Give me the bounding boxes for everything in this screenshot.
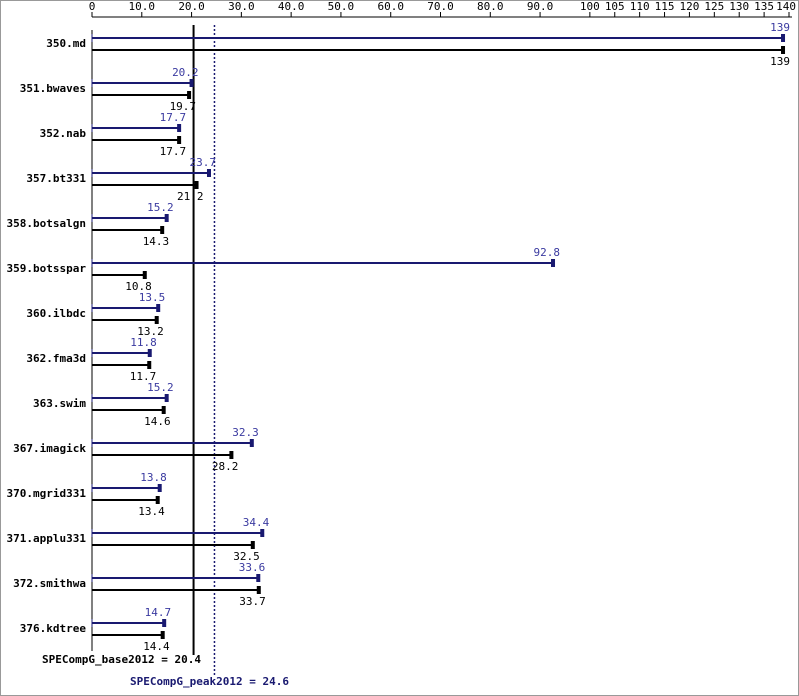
value-label: 17.7 xyxy=(160,111,187,124)
value-label: 34.4 xyxy=(243,516,270,529)
x-tick-label: 40.0 xyxy=(278,0,305,13)
value-label: 11.8 xyxy=(130,336,157,349)
x-tick-label: 130 xyxy=(729,0,749,13)
y-tick-label: 350.md xyxy=(46,37,86,50)
y-tick-label: 371.applu331 xyxy=(7,532,87,545)
x-tick-label: 60.0 xyxy=(377,0,404,13)
x-tick-label: 100 xyxy=(580,0,600,13)
value-label: 17.7 xyxy=(160,145,187,158)
x-tick-label: 20.0 xyxy=(178,0,205,13)
bar xyxy=(92,496,160,504)
value-label: 11.7 xyxy=(130,370,157,383)
bar xyxy=(92,349,152,357)
value-label: 33.7 xyxy=(239,595,266,608)
value-label: 28.2 xyxy=(212,460,239,473)
bar xyxy=(92,574,261,582)
value-label: 13.2 xyxy=(137,325,164,338)
y-tick-label: 357.bt331 xyxy=(26,172,86,185)
value-label: 14.3 xyxy=(143,235,170,248)
value-label: 92.8 xyxy=(534,246,561,259)
bar xyxy=(92,169,211,177)
y-tick-label: 367.imagick xyxy=(13,442,86,455)
bar xyxy=(92,91,192,99)
reference-label: SPECompG_peak2012 = 24.6 xyxy=(130,675,289,688)
bar xyxy=(92,181,199,189)
x-tick-label: 90.0 xyxy=(527,0,554,13)
x-tick-label: 115 xyxy=(655,0,675,13)
y-tick-label: 370.mgrid331 xyxy=(7,487,87,500)
y-tick-label: 351.bwaves xyxy=(20,82,86,95)
x-tick-label: 140 xyxy=(776,0,796,13)
value-label: 13.5 xyxy=(139,291,166,304)
bar xyxy=(92,136,182,144)
bar xyxy=(92,439,254,447)
bar xyxy=(92,214,169,222)
bar xyxy=(92,394,169,402)
x-tick-label: 0 xyxy=(89,0,96,13)
value-label: 139 xyxy=(770,21,790,34)
y-tick-label: 362.fma3d xyxy=(26,352,86,365)
x-tick-label: 105 xyxy=(605,0,625,13)
bar xyxy=(92,304,161,312)
bar xyxy=(92,484,162,492)
value-label: 19.7 xyxy=(170,100,197,113)
y-tick-label: 363.swim xyxy=(33,397,86,410)
x-tick-label: 110 xyxy=(630,0,650,13)
bar xyxy=(92,79,194,87)
value-label: 20.2 xyxy=(172,66,199,79)
value-label: 14.4 xyxy=(143,640,170,653)
reference-label: SPECompG_base2012 = 20.4 xyxy=(42,653,201,666)
value-label: 14.6 xyxy=(144,415,171,428)
bar xyxy=(92,46,786,54)
bar xyxy=(92,586,261,594)
value-label: 32.3 xyxy=(232,426,259,439)
bar xyxy=(92,541,255,549)
y-tick-label: 376.kdtree xyxy=(20,622,87,635)
value-label: 32.5 xyxy=(233,550,260,563)
bar xyxy=(92,631,165,639)
bar xyxy=(92,361,152,369)
value-label: 10.8 xyxy=(125,280,152,293)
value-label: 21.2 xyxy=(177,190,204,203)
bar xyxy=(92,124,182,132)
value-label: 23.7 xyxy=(189,156,216,169)
x-tick-label: 70.0 xyxy=(427,0,454,13)
x-tick-label: 10.0 xyxy=(129,0,156,13)
x-tick-label: 80.0 xyxy=(477,0,504,13)
bar xyxy=(92,529,265,537)
y-tick-label: 358.botsalgn xyxy=(7,217,86,230)
bar xyxy=(92,406,166,414)
x-tick-label: 50.0 xyxy=(328,0,355,13)
bar xyxy=(92,34,786,42)
x-tick-label: 120 xyxy=(679,0,699,13)
y-tick-label: 360.ilbdc xyxy=(26,307,86,320)
bar xyxy=(92,619,167,627)
y-tick-label: 359.botsspar xyxy=(7,262,87,275)
y-tick-label: 372.smithwa xyxy=(13,577,86,590)
bar xyxy=(92,316,159,324)
bar xyxy=(92,451,234,459)
bar xyxy=(92,259,556,267)
bar xyxy=(92,271,147,279)
x-tick-label: 30.0 xyxy=(228,0,255,13)
value-label: 13.4 xyxy=(138,505,165,518)
value-label: 15.2 xyxy=(147,381,174,394)
value-label: 15.2 xyxy=(147,201,174,214)
value-label: 139 xyxy=(770,55,790,68)
value-label: 14.7 xyxy=(145,606,172,619)
x-tick-label: 125 xyxy=(704,0,724,13)
x-tick-label: 135 xyxy=(754,0,774,13)
value-label: 13.8 xyxy=(140,471,167,484)
y-tick-label: 352.nab xyxy=(40,127,87,140)
value-label: 33.6 xyxy=(239,561,266,574)
bar xyxy=(92,226,165,234)
